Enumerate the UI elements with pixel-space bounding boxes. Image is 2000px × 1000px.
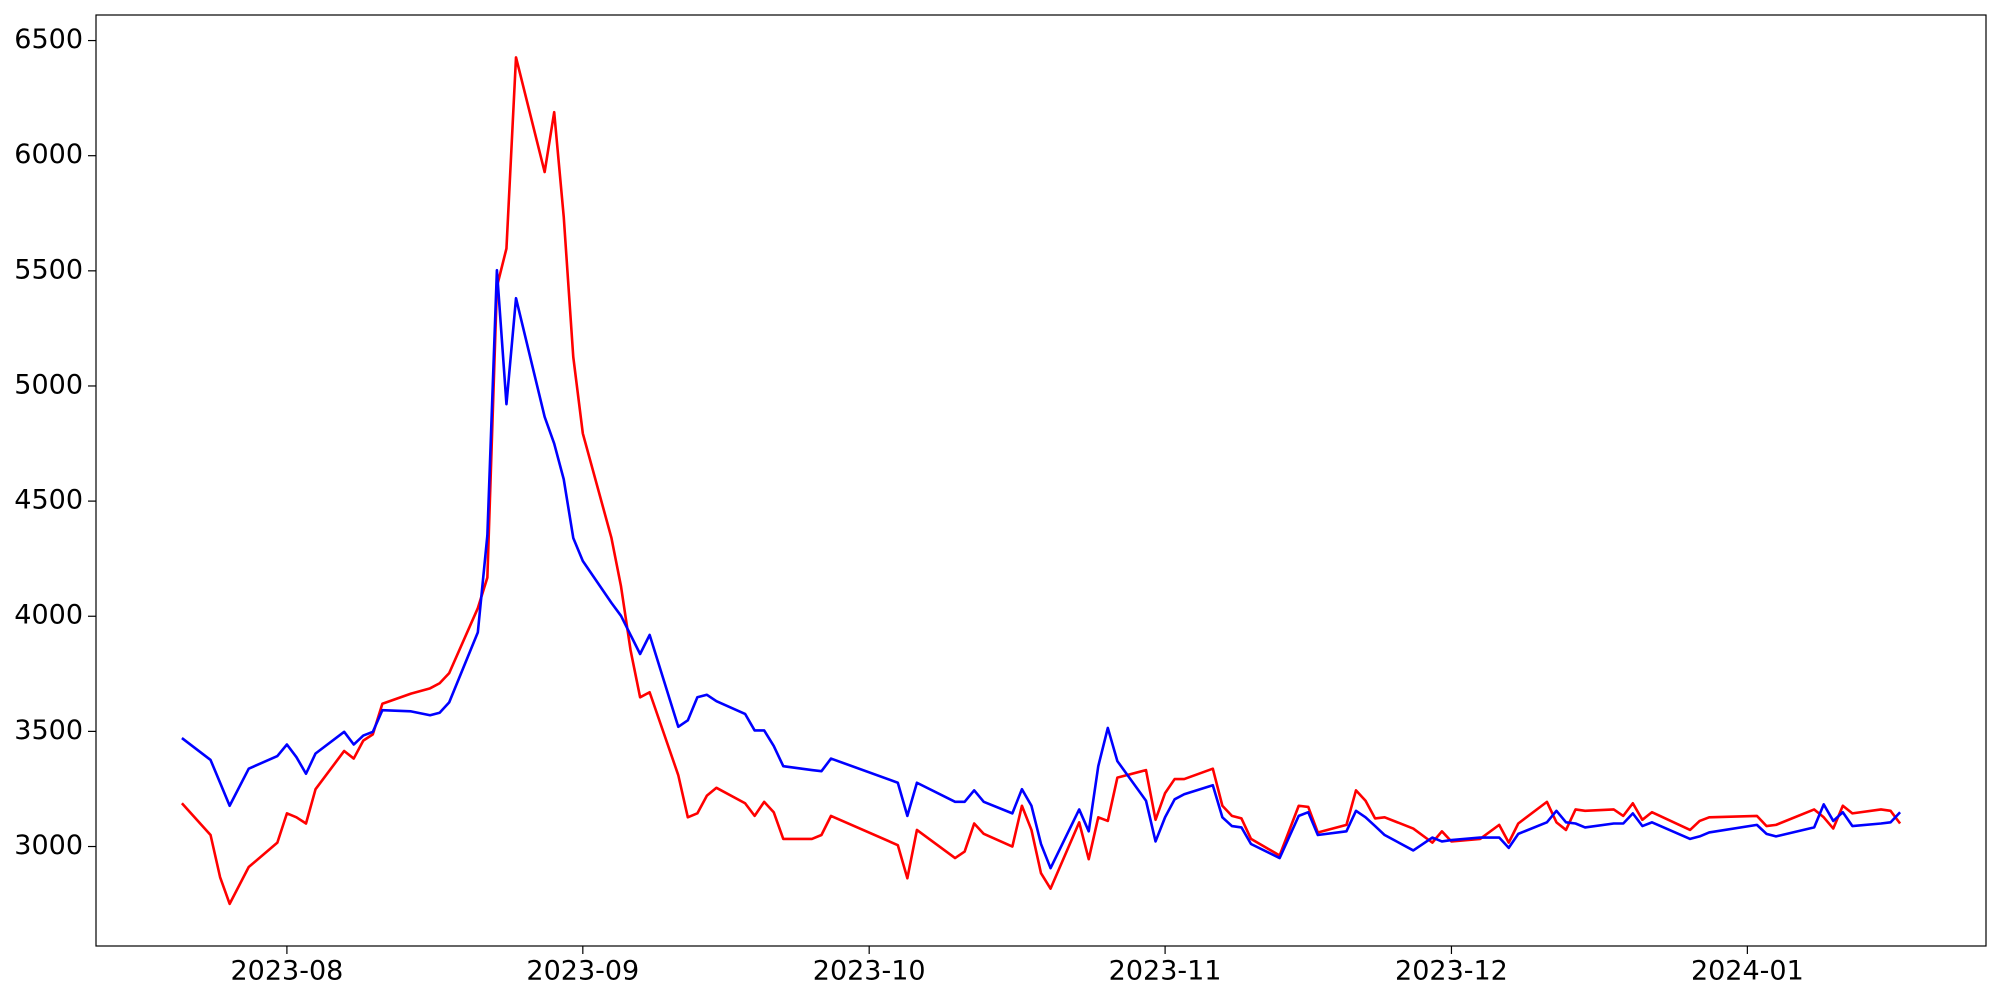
y-tick-label: 3500 [14,715,83,746]
x-tick-label: 2023-11 [1109,956,1222,987]
y-tick-label: 3000 [14,830,83,861]
x-tick-label: 2023-08 [231,956,344,987]
x-tick-label: 2023-12 [1395,956,1508,987]
y-tick-label: 5000 [14,369,83,400]
y-tick-label: 4500 [14,485,83,516]
x-tick-label: 2024-01 [1691,956,1804,987]
y-tick-label: 6000 [14,139,83,170]
series-line [181,268,1902,870]
plot-frame [95,14,1987,947]
series-line [180,56,1902,906]
x-tick-label: 2023-10 [813,956,926,987]
y-tick-label: 6500 [14,24,83,55]
x-tick-label: 2023-09 [526,956,639,987]
y-tick-label: 4000 [14,600,83,631]
y-tick-label: 5500 [14,254,83,285]
